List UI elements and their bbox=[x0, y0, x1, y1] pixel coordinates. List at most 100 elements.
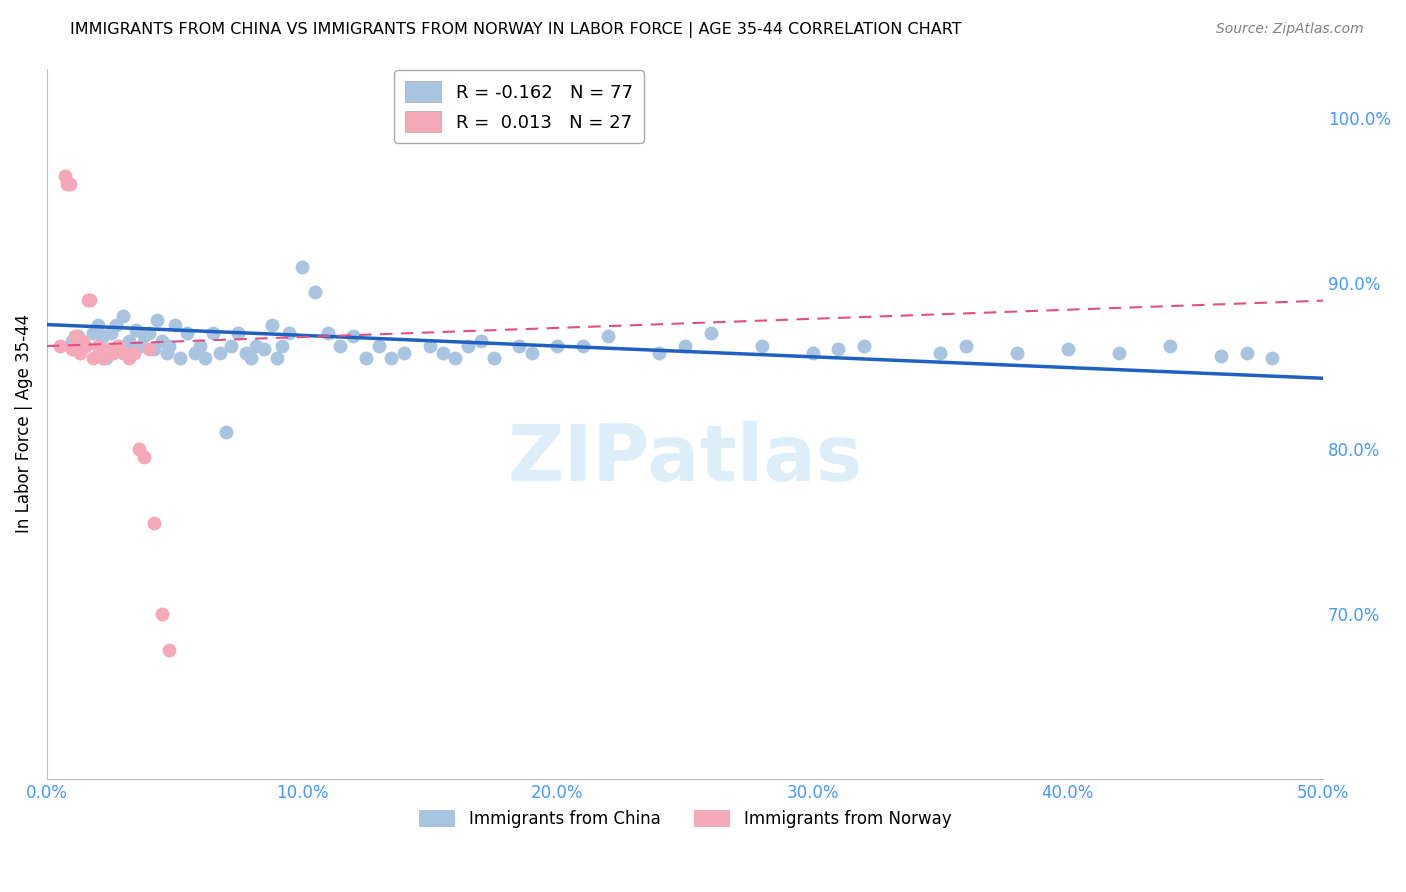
Point bbox=[72, 334, 94, 348]
Point bbox=[482, 351, 505, 365]
Point bbox=[125, 322, 148, 336]
Point bbox=[751, 339, 773, 353]
Point bbox=[367, 339, 389, 353]
Point bbox=[143, 343, 166, 357]
Point bbox=[62, 343, 84, 357]
Point bbox=[94, 351, 117, 365]
Point bbox=[91, 329, 114, 343]
Point bbox=[87, 339, 110, 353]
Point bbox=[316, 326, 339, 340]
Point bbox=[104, 318, 127, 332]
Point bbox=[132, 450, 155, 464]
Point bbox=[112, 310, 135, 324]
Point bbox=[117, 334, 139, 348]
Point bbox=[163, 318, 186, 332]
Point bbox=[266, 351, 288, 365]
Point bbox=[62, 334, 84, 348]
Point bbox=[235, 345, 257, 359]
Point bbox=[209, 345, 232, 359]
Point bbox=[184, 345, 207, 359]
Point bbox=[82, 326, 104, 340]
Point bbox=[132, 329, 155, 343]
Point bbox=[117, 351, 139, 365]
Point bbox=[48, 339, 70, 353]
Point bbox=[82, 351, 104, 365]
Point bbox=[432, 345, 454, 359]
Point bbox=[143, 516, 166, 530]
Point bbox=[63, 329, 86, 343]
Point bbox=[245, 339, 267, 353]
Point bbox=[270, 339, 292, 353]
Point bbox=[107, 339, 129, 353]
Point bbox=[260, 318, 283, 332]
Point bbox=[75, 339, 97, 353]
Point bbox=[354, 351, 377, 365]
Point bbox=[648, 345, 671, 359]
Point bbox=[240, 351, 263, 365]
Point bbox=[138, 343, 160, 357]
Point bbox=[156, 345, 179, 359]
Point bbox=[598, 329, 620, 343]
Point bbox=[122, 345, 145, 359]
Point bbox=[380, 351, 402, 365]
Point bbox=[97, 343, 120, 357]
Legend: Immigrants from China, Immigrants from Norway: Immigrants from China, Immigrants from N… bbox=[412, 803, 957, 835]
Point bbox=[1108, 345, 1130, 359]
Point bbox=[1005, 345, 1028, 359]
Point bbox=[929, 345, 952, 359]
Point bbox=[131, 339, 153, 353]
Point bbox=[457, 339, 479, 353]
Point bbox=[253, 343, 276, 357]
Point bbox=[157, 339, 180, 353]
Point bbox=[112, 345, 135, 359]
Y-axis label: In Labor Force | Age 35-44: In Labor Force | Age 35-44 bbox=[15, 314, 32, 533]
Text: IMMIGRANTS FROM CHINA VS IMMIGRANTS FROM NORWAY IN LABOR FORCE | AGE 35-44 CORRE: IMMIGRANTS FROM CHINA VS IMMIGRANTS FROM… bbox=[70, 22, 962, 38]
Point bbox=[1261, 351, 1284, 365]
Point bbox=[470, 334, 492, 348]
Point bbox=[120, 345, 142, 359]
Point bbox=[53, 169, 76, 183]
Point bbox=[291, 260, 314, 274]
Point bbox=[1236, 345, 1258, 359]
Point bbox=[100, 326, 122, 340]
Text: ZIPatlas: ZIPatlas bbox=[508, 421, 862, 497]
Point bbox=[955, 339, 977, 353]
Point bbox=[59, 177, 82, 191]
Point bbox=[572, 339, 595, 353]
Point bbox=[827, 343, 849, 357]
Point bbox=[194, 351, 217, 365]
Point bbox=[1057, 343, 1080, 357]
Point bbox=[219, 339, 242, 353]
Point bbox=[69, 345, 91, 359]
Point bbox=[304, 285, 326, 299]
Point bbox=[201, 326, 224, 340]
Point bbox=[329, 339, 352, 353]
Point bbox=[852, 339, 875, 353]
Point bbox=[91, 351, 114, 365]
Point bbox=[508, 339, 530, 353]
Point bbox=[138, 326, 160, 340]
Point bbox=[103, 345, 125, 359]
Point bbox=[56, 177, 79, 191]
Point bbox=[419, 339, 441, 353]
Point bbox=[128, 442, 150, 456]
Point bbox=[1209, 349, 1232, 363]
Point bbox=[188, 339, 211, 353]
Point bbox=[157, 643, 180, 657]
Point bbox=[79, 293, 101, 307]
Point bbox=[76, 293, 98, 307]
Point bbox=[278, 326, 301, 340]
Point bbox=[145, 312, 167, 326]
Point bbox=[394, 345, 416, 359]
Point bbox=[150, 607, 173, 621]
Point bbox=[214, 425, 236, 439]
Point bbox=[87, 318, 110, 332]
Point bbox=[342, 329, 364, 343]
Point bbox=[107, 339, 129, 353]
Point bbox=[444, 351, 467, 365]
Point bbox=[169, 351, 191, 365]
Point bbox=[801, 345, 824, 359]
Point bbox=[546, 339, 568, 353]
Point bbox=[699, 326, 721, 340]
Point bbox=[228, 326, 250, 340]
